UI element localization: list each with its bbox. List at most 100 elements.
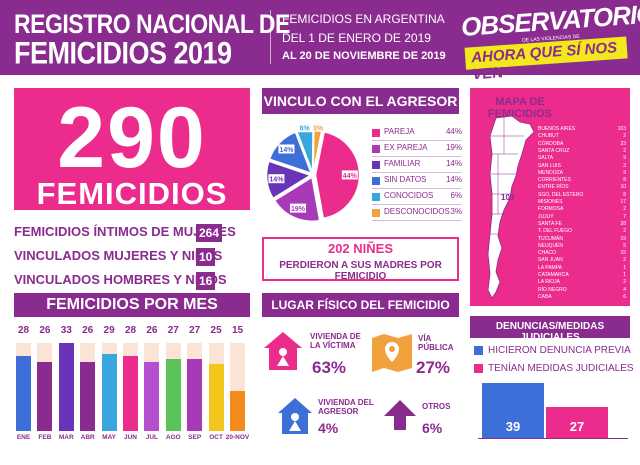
province-row: SAN JUAN 2 [538,257,626,264]
pie-label-pareja: 44% [343,173,358,180]
monthly-title-bar: FEMICIDIOS POR MES [14,293,250,317]
legend-value: 19% [445,143,462,152]
header-divider [270,10,271,64]
judicial-bar-denuncia: 39 [482,383,544,438]
pie-slice-ex-pareja [273,176,321,222]
month-bar-ago [165,359,181,431]
month-label-oct: OCT [209,434,223,441]
legend-label: TENÍAN MEDIDAS JUDICIALES [488,363,634,374]
month-label-jun: JUN [123,434,137,441]
legend-row-desconocidos: DESCONOCIDOS 3% [372,206,462,221]
stat-value: 264 [196,224,223,242]
lugar-title-bar: LUGAR FÍSICO DEL FEMICIDIO [262,293,459,317]
legend-swatch [372,177,380,185]
province-row: T. DEL FUEGO 2 [538,228,626,235]
province-row: JUJUY 7 [538,214,626,221]
legend-divider [372,172,462,173]
legend-value: 14% [445,159,462,168]
province-name: RÍO NEGRO [538,286,567,293]
month-label-abr: ABR [80,434,95,441]
province-name: CABA [538,293,552,300]
province-row: SALTA 9 [538,155,626,162]
month-value-jul: 26 [146,325,158,336]
legend-swatch [372,161,380,169]
map-pin-icon [372,334,412,372]
province-row: SAN LUIS 3 [538,163,626,170]
province-value: 9 [623,155,626,162]
place-label-vivienda-agresor: VIVIENDA DEL AGRESOR [318,398,374,416]
month-bar-abr [80,361,96,431]
legend-label: EX PAREJA [384,143,428,152]
month-value-ene: 28 [17,325,30,336]
province-name: CÓRDOBA [538,140,564,147]
province-value: 7 [623,213,626,220]
place-pct-vivienda-agresor: 4% [318,420,339,436]
province-value: 2 [623,206,626,213]
province-value: 4 [623,286,626,293]
map-buenos-aires-value: 103 [501,193,515,202]
province-row: CATAMARCA 1 [538,272,626,279]
pie-label-conocidos: 6% [300,126,311,133]
legend-divider [372,204,462,205]
place-label-via-publica: VÍA PÚBLICA [418,334,454,352]
stat-row-vinculados-mujeres: VINCULADOS MUJERES Y NIÑAS 10 [14,248,250,268]
argentina-map-icon: 103 [487,115,535,299]
province-value: 1 [623,264,626,271]
province-name: JUJUY [538,213,554,220]
province-name: CHUBUT [538,133,559,140]
province-row: CORRIENTES 8 [538,177,626,184]
province-name: SAN LUIS [538,162,561,169]
legend-divider [372,156,462,157]
month-bar-may [101,353,117,431]
legend-label: FAMILIAR [384,159,421,168]
pie-label-bg [278,144,295,154]
month-value-sep: 27 [189,325,201,336]
month-label-ene: ENE [16,434,31,441]
legend-swatch [474,346,483,355]
province-row: LA RIOJA 2 [538,279,626,286]
province-row: MISIONES 17 [538,199,626,206]
month-bar-20-nov [230,391,245,431]
pie-label-familiar: 14% [269,177,284,184]
monthly-title: FEMICIDIOS POR MES [46,296,218,313]
province-value: 3 [623,162,626,169]
bar-value: 27 [569,419,585,434]
judicial-title: DENUNCIAS/MEDIDAS JUDICIALES [495,321,605,343]
total-femicides-label: FEMICIDIOS [36,176,228,211]
bar-value: 39 [505,419,521,434]
legend-label: HICIERON DENUNCIA PREVIA [488,345,631,356]
place-pct-vivienda-victima: 63% [312,358,347,377]
province-name: LA RIOJA [538,279,560,286]
pie-label-bg [310,122,327,132]
month-value-jun: 28 [124,325,137,336]
pie-slice-familiar [265,160,313,200]
legend-divider [372,220,462,221]
stat-label: VINCULADOS HOMBRES Y NIÑOS [14,272,227,287]
legend-row-ex-pareja: EX PAREJA 19% [372,142,462,157]
place-pct-otros: 6% [422,420,443,436]
month-bar-ene [16,356,31,431]
province-name: SANTA FE [538,220,562,227]
place-label-line2: LA VÍCTIMA [310,341,356,350]
month-label-20-nov: 20-NOV [225,434,250,441]
province-name: MISIONES [538,199,563,205]
province-value: 8 [623,191,626,198]
legend-swatch [372,145,380,153]
stat-value: 16 [196,272,216,290]
province-row: SANTA FE 28 [538,221,626,228]
province-row: CHUBUT 2 [538,133,626,140]
month-label-may: MAY [102,434,117,441]
month-bar-oct [208,364,224,431]
month-value-may: 29 [103,325,115,336]
monthly-bar-chart: 28 ENE 26 FEB 33 MAR 26 ABR 29 MAY 28 JUN 26 JUL 27 AGO… [14,325,250,455]
legend-label: CONOCIDOS [384,191,434,200]
month-label-mar: MAR [58,434,74,441]
total-femicides-number: 290 [57,90,207,186]
province-row: CÓRDOBA 23 [538,141,626,148]
province-row: RÍO NEGRO 4 [538,287,626,294]
judicial-axis [478,438,628,439]
place-label-otros: OTROS [422,402,450,411]
header-subtitle-line2: DEL 1 DE ENERO DE 2019 [282,31,431,45]
month-value-mar: 33 [60,325,72,336]
province-row: CHACO 15 [538,250,626,257]
